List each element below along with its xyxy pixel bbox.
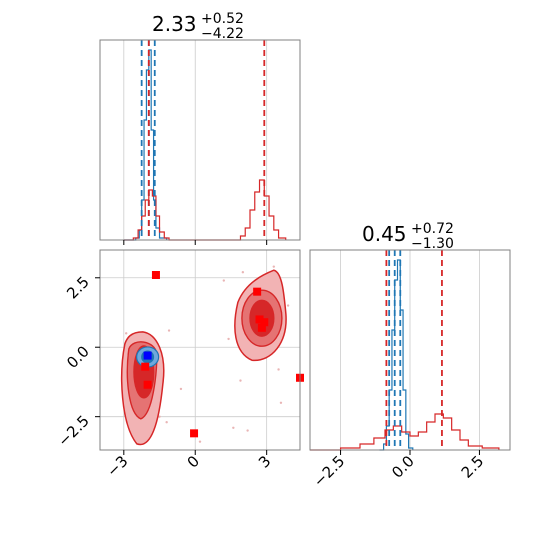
- faint-sample: [222, 279, 226, 282]
- x-tick-label: 0: [184, 452, 203, 471]
- x-tick-label: −2.5: [310, 452, 348, 490]
- panel-p1-2d-density: [95, 249, 304, 455]
- blue-marker: [143, 351, 152, 360]
- faint-sample: [239, 379, 242, 382]
- y-tick-label: 0.0: [63, 342, 93, 372]
- panel-p0-frame: [99, 39, 301, 241]
- faint-sample: [277, 368, 280, 371]
- faint-sample: [158, 415, 161, 418]
- red-marker: [260, 318, 269, 327]
- x-tick-label: −3: [103, 452, 131, 480]
- faint-sample: [227, 337, 230, 341]
- panel-title-p0-sub: −4.22: [201, 26, 244, 42]
- faint-sample: [124, 332, 128, 335]
- x-tick-label: 2.5: [458, 452, 488, 482]
- panel-p1-frame: [99, 249, 301, 451]
- hist-series-blue: [379, 259, 414, 451]
- x-tick-label: 3: [255, 452, 274, 471]
- faint-sample: [279, 401, 283, 404]
- faint-sample: [179, 387, 183, 391]
- panel-title-p2-sup: +0.72: [411, 221, 454, 237]
- panel-p2-histogram: [309, 249, 511, 455]
- red-marker: [151, 271, 160, 279]
- y-tick-label: 2.5: [63, 273, 93, 303]
- faint-sample: [198, 440, 202, 443]
- x-tick-label: 0.0: [388, 452, 418, 482]
- panel-p0-histogram: [99, 39, 301, 245]
- red-marker: [143, 380, 152, 389]
- faint-sample: [165, 421, 168, 424]
- faint-sample: [241, 271, 245, 274]
- faint-sample: [272, 265, 276, 268]
- panel-title-p2-main: 0.45: [362, 222, 407, 246]
- panel-title-p0: 2.33 +0.52 −4.22: [152, 11, 244, 42]
- panel-title-p0-sup: +0.52: [201, 11, 244, 27]
- faint-sample: [246, 429, 249, 432]
- red-marker: [141, 362, 150, 371]
- red-marker: [253, 287, 262, 296]
- panel-title-p0-main: 2.33: [152, 12, 197, 36]
- red-marker: [257, 323, 266, 332]
- red-marker: [190, 429, 199, 438]
- hist-series-red: [310, 413, 500, 451]
- faint-sample: [167, 329, 171, 332]
- panel-title-p2-sub: −1.30: [411, 236, 454, 252]
- faint-sample: [286, 304, 290, 307]
- faint-sample: [232, 426, 235, 429]
- y-tick-label: −2.5: [54, 412, 92, 450]
- panel-title-p2: 0.45 +0.72 −1.30: [362, 221, 454, 252]
- red-marker: [255, 315, 264, 324]
